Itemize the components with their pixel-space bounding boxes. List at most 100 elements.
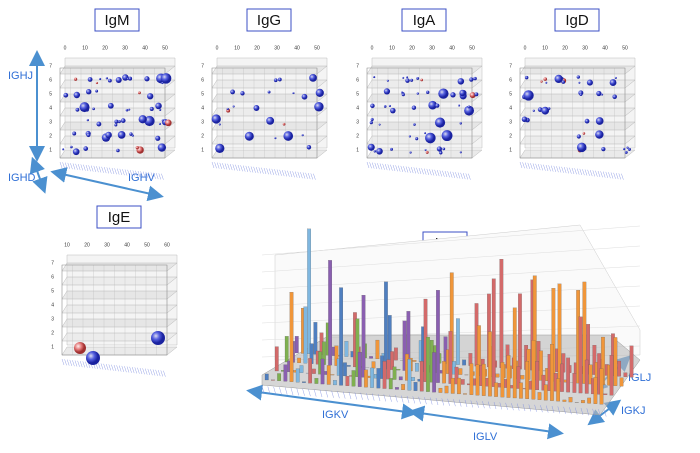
axis-tick — [366, 393, 369, 401]
bubble — [609, 79, 617, 86]
axis-tick — [310, 173, 313, 180]
bubble — [114, 119, 119, 124]
bubble — [561, 80, 566, 84]
axis-tick — [111, 364, 114, 371]
axis-tick — [245, 165, 248, 172]
bubble — [388, 104, 392, 108]
axis-tick — [505, 402, 508, 410]
axis-tick — [163, 370, 166, 377]
axis-tick — [67, 359, 70, 366]
axis-tick — [152, 369, 156, 376]
axis-tick — [499, 402, 502, 410]
z-tick-label: 4 — [201, 105, 204, 111]
axis-tick — [369, 162, 372, 169]
axis-tick — [103, 363, 106, 370]
axis-tick — [85, 361, 88, 368]
axis-tick — [75, 163, 78, 170]
bar — [469, 363, 474, 395]
axis-tick — [150, 369, 153, 376]
bubble — [96, 121, 102, 127]
bubble — [107, 78, 112, 83]
bar — [355, 318, 360, 377]
axis-tick — [580, 407, 584, 416]
x-tick-label: 0 — [216, 45, 219, 51]
bubble — [151, 331, 165, 345]
bubble — [129, 132, 133, 136]
title-box — [96, 205, 142, 229]
bubble — [601, 146, 606, 152]
axis-tick — [457, 172, 461, 179]
axis-tick — [134, 367, 137, 374]
box-front — [59, 67, 166, 159]
axis-tick — [400, 165, 403, 172]
axis-tick — [571, 167, 575, 175]
axis-tick — [379, 163, 383, 170]
layer — [366, 135, 483, 145]
layer — [211, 65, 328, 75]
bubble-panel: 0 10 20 30 40 50 1 2 3 4 5 6 7 — [509, 45, 636, 180]
bar — [520, 375, 525, 380]
arrow — [408, 405, 564, 440]
bar — [333, 380, 337, 386]
bubble — [128, 108, 131, 111]
axis-tick — [545, 164, 549, 172]
bubble — [578, 81, 581, 84]
axis-tick — [621, 173, 624, 180]
bubble — [87, 77, 93, 82]
bubble — [627, 147, 631, 151]
bubble — [383, 88, 391, 95]
z-tick-label: 5 — [509, 91, 512, 97]
axis-tick — [421, 168, 424, 175]
axis-tick — [325, 390, 328, 398]
bubble — [474, 92, 479, 97]
bubble — [595, 130, 604, 139]
bubble-panel: 10 20 30 40 50 60 1 2 3 4 5 6 7 — [51, 242, 178, 377]
bar — [578, 316, 583, 394]
bubble-panel: 0 10 20 30 40 50 1 2 3 4 5 6 7 — [356, 45, 483, 180]
z-tick-label: 7 — [49, 63, 52, 69]
bubble — [441, 130, 453, 142]
bar — [599, 368, 604, 405]
z-tick-label: 4 — [356, 105, 359, 111]
x-tick-label: 50 — [622, 45, 628, 51]
layer — [519, 121, 636, 131]
axis-tick — [577, 168, 580, 175]
axis-tick — [117, 168, 120, 175]
layer — [519, 135, 636, 145]
bar — [369, 356, 373, 359]
axis-tick — [273, 386, 276, 394]
bubble — [116, 148, 120, 153]
axis-tick — [389, 394, 392, 402]
title-box — [246, 8, 292, 32]
bubble — [159, 108, 162, 111]
layer — [519, 65, 636, 75]
bar — [560, 363, 564, 392]
bubble — [117, 131, 126, 139]
axis-tick — [426, 168, 429, 175]
axis-tick — [300, 172, 303, 179]
axis-tick — [72, 163, 76, 170]
bar — [264, 373, 269, 381]
axis-tick — [271, 168, 274, 175]
axis-tick — [82, 361, 85, 368]
axis-tick — [534, 404, 537, 412]
axis-tick — [77, 360, 80, 367]
axis-tick — [302, 172, 306, 179]
axis-tick — [398, 165, 401, 172]
bubble — [147, 93, 154, 100]
z-tick-label: 4 — [49, 105, 52, 111]
bubble — [409, 151, 412, 154]
bubble — [73, 91, 81, 99]
axis-tick — [382, 163, 385, 170]
z-tick-label: 7 — [201, 63, 204, 69]
axis-tick — [135, 170, 138, 177]
bubble — [416, 76, 420, 80]
axis-tick — [104, 167, 107, 174]
bar — [444, 385, 449, 394]
bubble — [428, 100, 437, 110]
bar — [299, 365, 304, 373]
z-tick-label: 3 — [509, 119, 512, 125]
axis-tick — [297, 171, 300, 178]
bubble — [128, 76, 133, 81]
bar — [581, 400, 585, 404]
